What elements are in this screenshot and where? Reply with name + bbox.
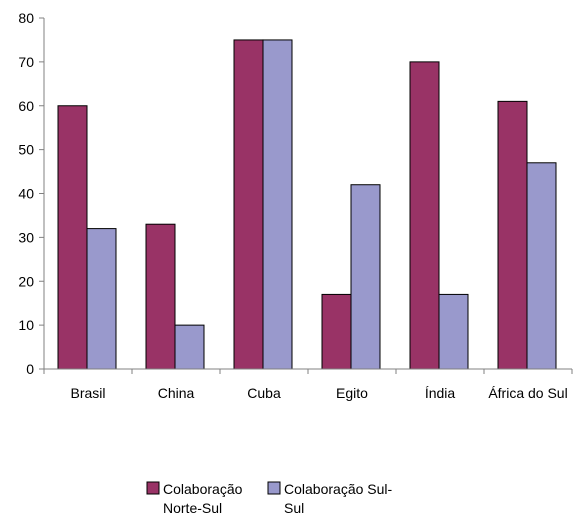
x-tick-label: Brasil	[70, 385, 105, 401]
bar-sul-sul-0	[86, 228, 117, 370]
y-tick-label: 80	[18, 10, 34, 26]
bar-sul-sul-2	[262, 39, 293, 370]
legend: Colaboração Norte-Sul Colaboração Sul- Sul	[146, 481, 393, 516]
y-tick-label: 0	[26, 361, 34, 377]
bar-norte-sul-1	[145, 223, 176, 370]
bar-norte-sul-5	[497, 100, 528, 370]
x-tick-label: África do Sul	[488, 385, 567, 401]
tick-labels: 0 10 20 30 40 50 60 70 80 Brasil China Cuba Egito Índ…	[18, 10, 567, 401]
bar-sul-sul-1	[174, 324, 205, 370]
axes	[39, 17, 573, 374]
y-tick-label: 70	[18, 54, 34, 70]
y-tick-label: 40	[18, 186, 34, 202]
legend-swatch	[146, 481, 160, 495]
y-tick-label: 20	[18, 273, 34, 289]
y-tick-label: 50	[18, 142, 34, 158]
x-tick-label: Cuba	[247, 385, 281, 401]
y-tick-label: 10	[18, 317, 34, 333]
y-tick-label: 30	[18, 229, 34, 245]
legend-label: Colaboração Norte-Sul	[163, 481, 243, 516]
legend-label-line: Colaboração	[163, 481, 243, 497]
bar-sul-sul-4	[438, 293, 469, 370]
bar-norte-sul-2	[233, 39, 264, 370]
legend-label: Colaboração Sul- Sul	[284, 481, 393, 516]
legend-item-sul-sul: Colaboração Sul- Sul	[267, 481, 393, 516]
legend-swatch	[267, 481, 281, 495]
bars	[57, 39, 557, 370]
x-tick-label: Índia	[425, 385, 456, 401]
x-tick-label: Egito	[336, 385, 368, 401]
bar-norte-sul-0	[57, 105, 88, 370]
bar-norte-sul-3	[321, 293, 352, 370]
legend-label-line: Sul	[284, 500, 304, 516]
bar-sul-sul-3	[350, 184, 381, 370]
legend-label-line: Norte-Sul	[163, 500, 222, 516]
legend-label-line: Colaboração Sul-	[284, 481, 393, 497]
y-tick-label: 60	[18, 98, 34, 114]
bar-norte-sul-4	[409, 61, 440, 370]
bar-sul-sul-5	[526, 162, 557, 370]
x-tick-label: China	[158, 385, 195, 401]
legend-item-norte-sul: Colaboração Norte-Sul	[146, 481, 243, 516]
